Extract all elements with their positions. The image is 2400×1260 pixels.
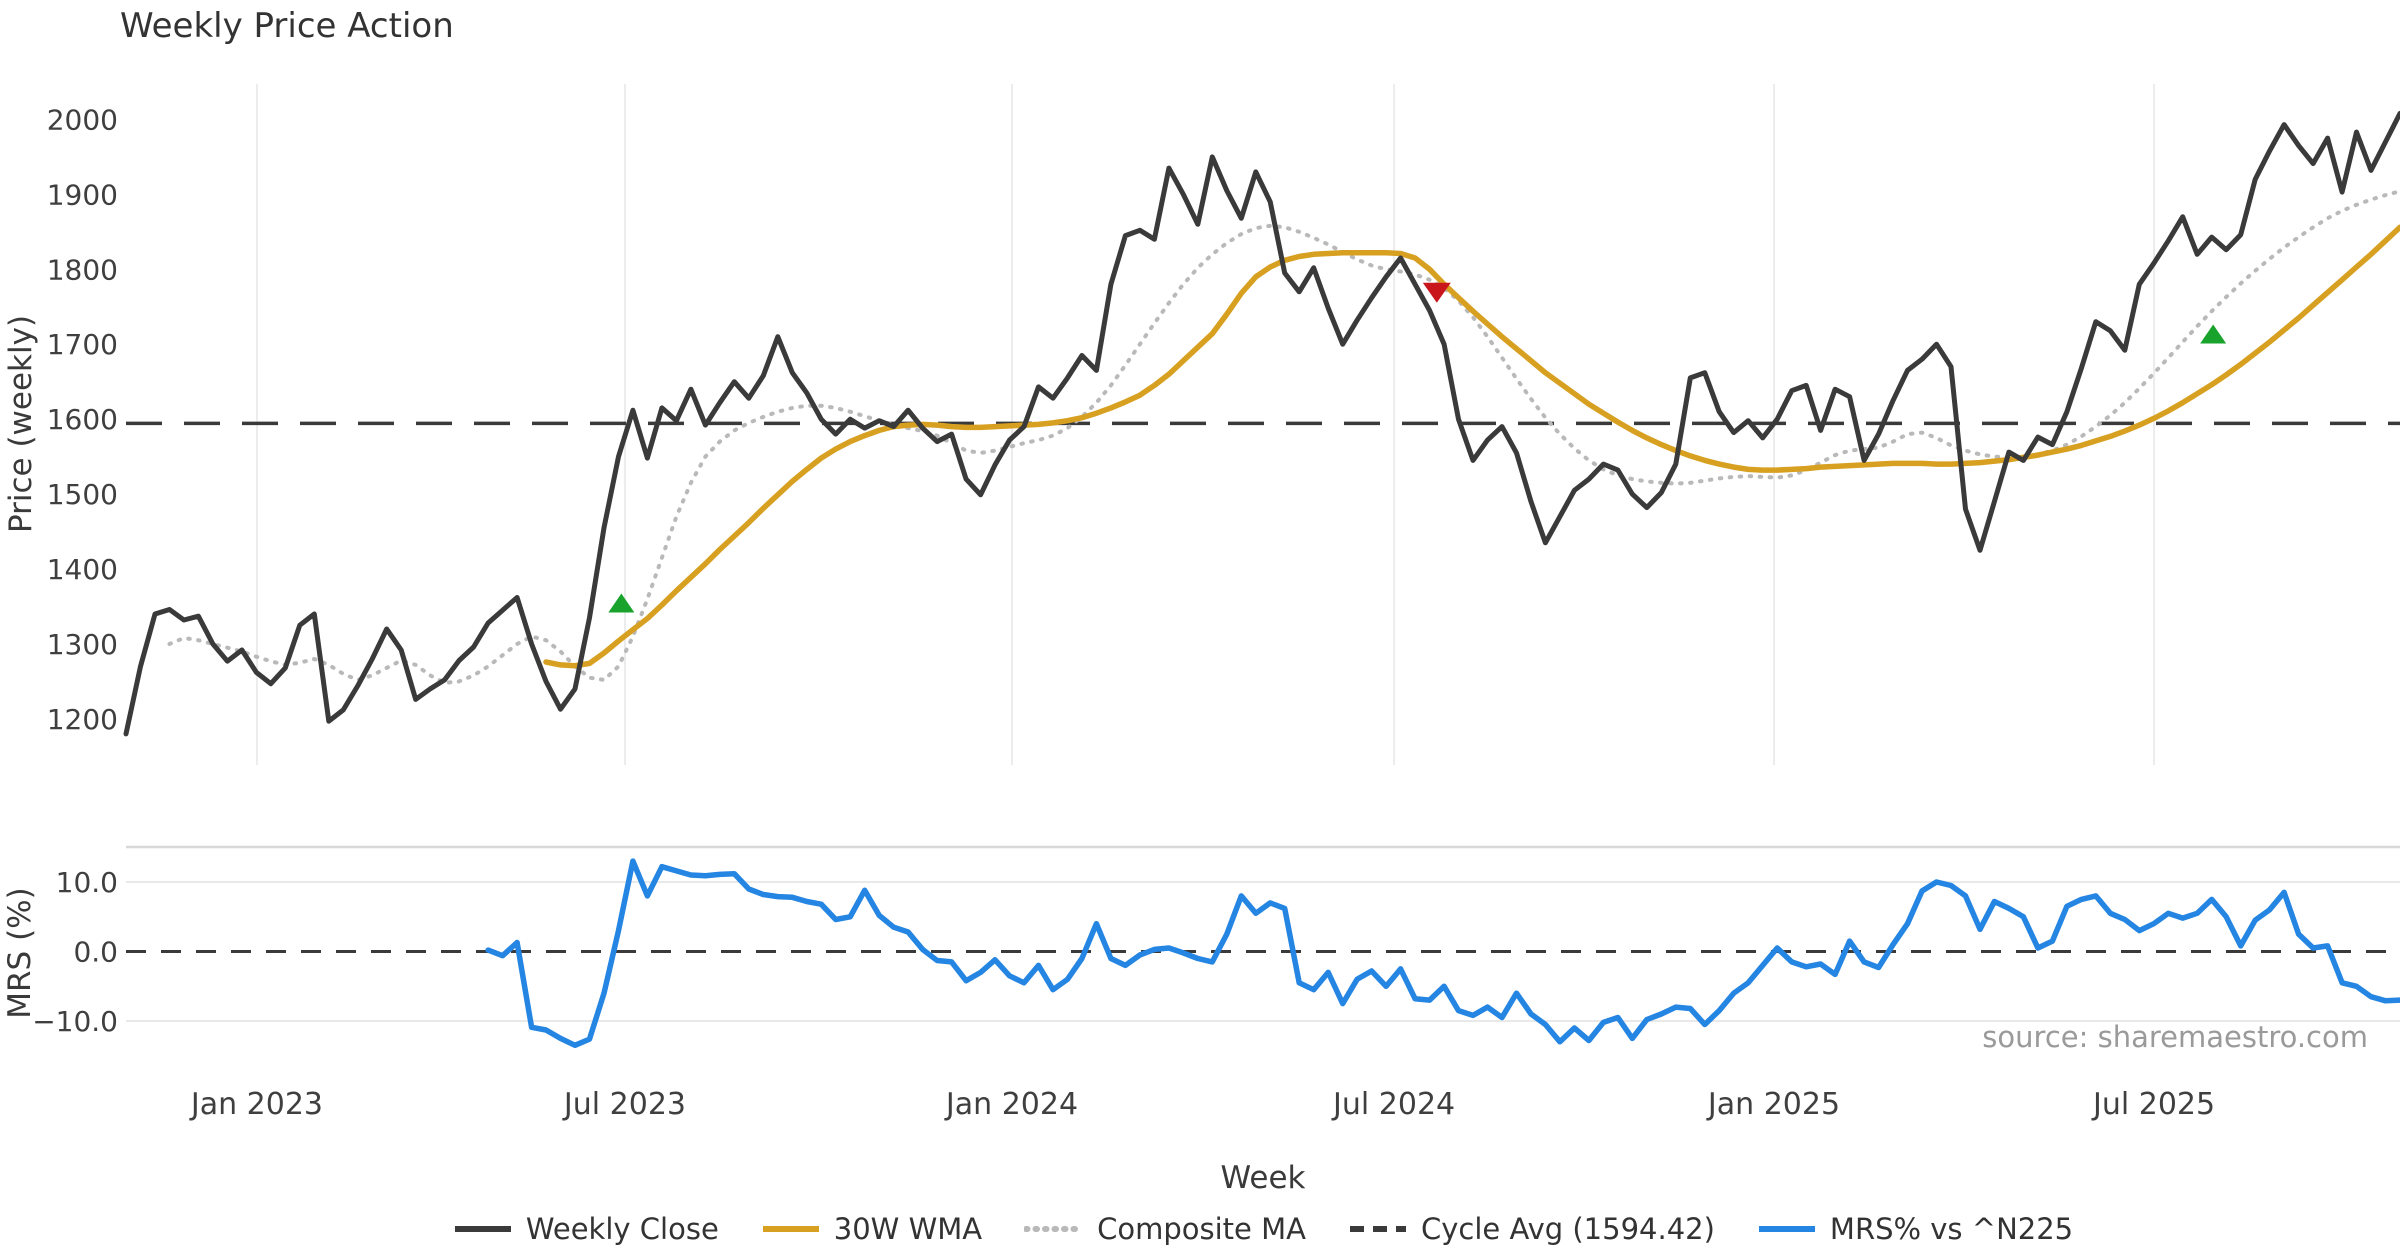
legend-label: MRS% vs ^N225 — [1829, 1212, 2074, 1246]
mrs-line — [485, 858, 2400, 1049]
x-axis-label: Week — [1220, 1160, 1306, 1196]
buy-marker — [2200, 324, 2227, 344]
price-tick-label: 1700 — [47, 328, 118, 361]
legend-label: Cycle Avg (1594.42) — [1420, 1212, 1715, 1246]
weekly-close-line — [123, 110, 2400, 737]
price-tick-label: 1500 — [47, 478, 118, 511]
x-tick-label: Jul 2025 — [2091, 1087, 2215, 1122]
legend-item-30w-wma: 30W WMA — [761, 1212, 982, 1246]
price-tick-label: 1800 — [47, 253, 118, 286]
legend-label: Weekly Close — [525, 1212, 719, 1246]
chart-title: Weekly Price Action — [120, 6, 454, 46]
x-tick-label: Jul 2024 — [1331, 1087, 1455, 1122]
legend-swatch-dotted — [1024, 1226, 1085, 1232]
legend-item-mrs-vs-n225: MRS% vs ^N225 — [1757, 1212, 2073, 1246]
legend-item-cycle-avg-1594-42-: Cycle Avg (1594.42) — [1348, 1212, 1715, 1246]
sell-marker — [1422, 282, 1451, 303]
x-tick-label: Jul 2023 — [562, 1087, 686, 1122]
legend-swatch-dashed — [1349, 1226, 1406, 1232]
price-tick-label: 1600 — [47, 403, 118, 436]
price-tick-label: 1300 — [47, 628, 118, 661]
mrs-tick-label: −10.0 — [32, 1005, 118, 1038]
price-axis-label: Price (weekly) — [3, 314, 39, 534]
price-tick-label: 1400 — [47, 553, 118, 586]
wma-line — [543, 224, 2400, 669]
legend-item-weekly-close: Weekly Close — [453, 1212, 719, 1246]
price-tick-label: 1200 — [47, 703, 118, 736]
price-tick-label: 2000 — [47, 103, 118, 136]
x-tick-label: Jan 2023 — [189, 1087, 323, 1122]
price-tick-label: 1900 — [47, 178, 118, 211]
x-tick-label: Jan 2024 — [944, 1087, 1078, 1122]
x-tick-label: Jan 2025 — [1706, 1087, 1840, 1122]
legend-label: Composite MA — [1097, 1212, 1306, 1246]
mrs-axis-label: MRS (%) — [2, 887, 38, 1019]
legend: Weekly Close 30W WMA Composite MA Cycle Avg… — [126, 1212, 2400, 1246]
mrs-tick-label: 0.0 — [73, 936, 118, 969]
legend-item-composite-ma: Composite MA — [1024, 1212, 1306, 1246]
buy-marker — [608, 593, 635, 613]
legend-label: 30W WMA — [833, 1212, 983, 1246]
source-credit: source: sharemaestro.com — [1982, 1020, 2368, 1054]
legend-swatch-solid — [762, 1226, 819, 1232]
legend-swatch-solid — [454, 1226, 511, 1232]
legend-swatch-solid — [1758, 1226, 1815, 1232]
mrs-tick-label: 10.0 — [56, 866, 118, 899]
